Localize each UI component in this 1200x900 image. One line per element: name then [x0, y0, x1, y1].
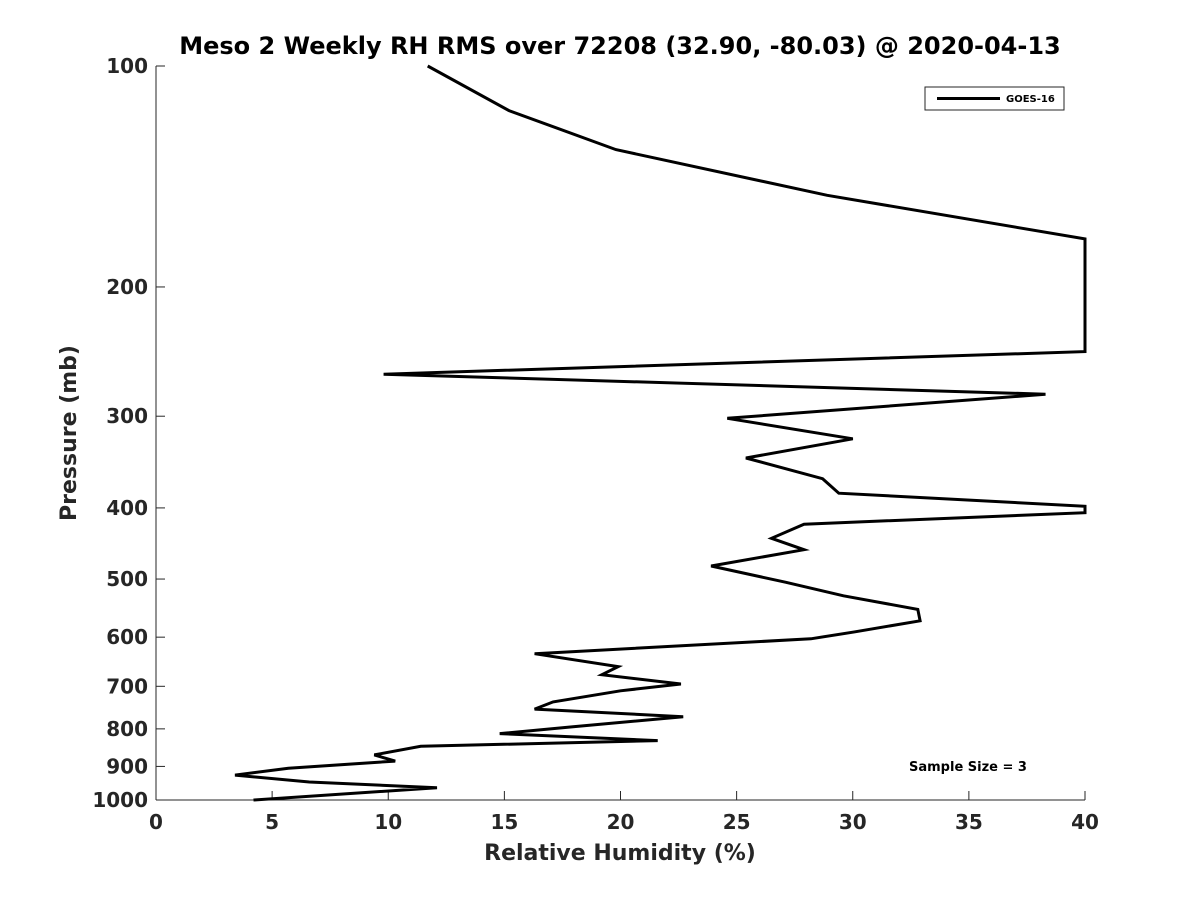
x-tick-label: 30	[839, 810, 867, 834]
x-tick-label: 0	[149, 810, 163, 834]
y-tick-label: 700	[106, 674, 148, 698]
y-tick-label: 300	[106, 404, 148, 428]
legend-label-goes-16: GOES-16	[1006, 94, 1055, 105]
legend: GOES-16	[924, 86, 1065, 111]
y-tick-label: 800	[106, 717, 148, 741]
x-tick-label: 35	[955, 810, 983, 834]
x-tick-label: 40	[1071, 810, 1099, 834]
y-tick-label: 200	[106, 275, 148, 299]
y-tick-label: 600	[106, 625, 148, 649]
x-tick-label: 20	[607, 810, 635, 834]
y-tick-label: 100	[106, 54, 148, 78]
x-tick-label: 5	[265, 810, 279, 834]
y-tick-label: 900	[106, 754, 148, 778]
series-line-goes-16	[234, 64, 1087, 802]
y-tick-label: 1000	[92, 788, 148, 812]
chart-title: Meso 2 Weekly RH RMS over 72208 (32.90, …	[179, 32, 1061, 60]
x-ticks: 0 5 10 15 20 25 30 35 40	[149, 791, 1099, 834]
y-axis-label: Pressure (mb)	[57, 345, 82, 521]
x-axis-label: Relative Humidity (%)	[484, 841, 756, 866]
x-tick-label: 25	[723, 810, 751, 834]
y-tick-label: 500	[106, 567, 148, 591]
y-tick-label: 400	[106, 496, 148, 520]
x-tick-label: 15	[490, 810, 518, 834]
sample-size-annotation: Sample Size = 3	[909, 760, 1027, 775]
y-ticks: 100 200 300 400 500 600 700 800 900 1000	[92, 54, 165, 812]
series-layer	[234, 64, 1087, 802]
x-tick-label: 10	[374, 810, 402, 834]
